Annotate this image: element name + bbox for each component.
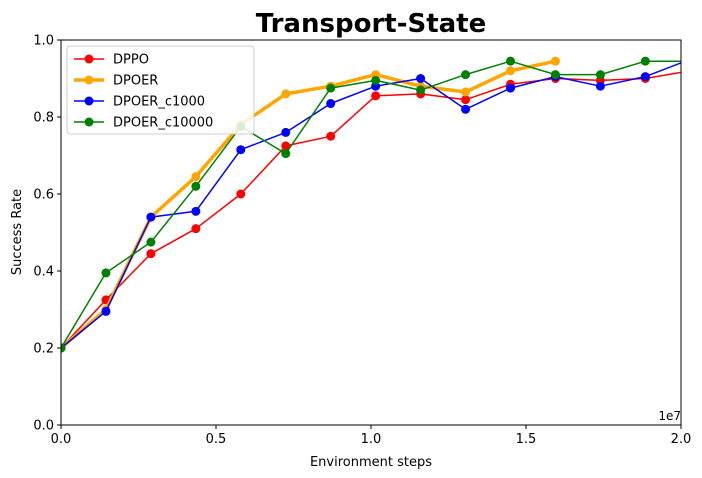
data-point <box>686 66 695 75</box>
legend: DPPO DPOER DPOER_c1000 DPOER_c10000 <box>66 45 255 135</box>
data-point <box>550 56 560 66</box>
data-point <box>595 81 605 91</box>
axes: 0.0 0.5 1.0 1.5 2.0 0.0 0.2 0.4 0.6 0.8 1.0 <box>33 34 691 448</box>
legend-label: DPOER_c10000 <box>113 116 213 131</box>
y-tick-label: 1.0 <box>33 34 54 49</box>
y-tick-label: 0.0 <box>33 419 54 434</box>
data-point <box>191 172 201 182</box>
data-point <box>281 149 291 159</box>
legend-box <box>66 45 255 135</box>
y-axis-label: Success Rate <box>10 189 25 275</box>
data-point <box>191 181 201 191</box>
data-point <box>281 141 291 151</box>
y-tick-label: 0.8 <box>33 111 54 126</box>
data-point <box>461 95 471 105</box>
legend-marker <box>84 96 94 106</box>
data-point <box>640 72 650 82</box>
data-point <box>146 212 156 222</box>
x-tick-label: 2.0 <box>671 432 692 447</box>
plot-frame <box>60 39 682 426</box>
data-point <box>416 85 426 95</box>
series-layer <box>61 55 695 353</box>
legend-marker <box>84 117 94 127</box>
legend-label: DPOER_c1000 <box>113 95 205 110</box>
data-point <box>191 224 201 234</box>
x-tick-label: 1.0 <box>361 432 382 447</box>
data-point <box>326 83 336 93</box>
data-point <box>686 57 695 66</box>
legend-item: DPOER_c10000 <box>74 116 213 131</box>
x-offset-label: 1e7 <box>658 409 681 423</box>
legend-item: DPOER_c1000 <box>74 95 205 110</box>
legend-label: DPOER <box>113 74 158 89</box>
data-point <box>61 343 66 353</box>
data-point <box>191 206 201 216</box>
data-point <box>326 131 336 141</box>
data-point <box>281 89 291 99</box>
data-point <box>506 56 515 66</box>
data-point <box>371 75 381 85</box>
data-point <box>101 268 111 278</box>
x-tick-label: 0.5 <box>206 432 227 447</box>
data-point <box>236 145 246 155</box>
y-tick-label: 0.4 <box>33 265 54 280</box>
series-dpoer-c10000 <box>61 56 695 353</box>
data-point <box>101 306 111 316</box>
x-axis-label: Environment steps <box>310 455 432 470</box>
x-tick-label: 1.5 <box>516 432 537 447</box>
y-tick-label: 0.6 <box>33 188 54 203</box>
legend-item: DPPO <box>74 53 149 68</box>
legend-label: DPPO <box>113 53 149 68</box>
legend-marker <box>84 75 94 85</box>
data-point <box>326 99 336 109</box>
series-dppo <box>61 66 695 353</box>
data-point <box>146 249 156 259</box>
data-point <box>461 87 471 97</box>
data-point <box>550 70 560 80</box>
data-point <box>236 189 246 199</box>
legend-marker <box>84 54 94 64</box>
data-point <box>461 70 471 80</box>
data-point <box>416 74 426 83</box>
chart-title: Transport-State <box>256 9 487 39</box>
data-point <box>506 83 515 93</box>
data-point <box>461 104 471 114</box>
data-point <box>146 237 156 247</box>
data-point <box>595 70 605 80</box>
data-point <box>686 55 695 64</box>
x-tick-label: 0.0 <box>51 432 72 447</box>
legend-item: DPOER <box>74 74 158 89</box>
data-point <box>506 66 515 76</box>
data-point <box>281 127 291 137</box>
data-point <box>371 91 381 101</box>
y-tick-label: 0.2 <box>33 342 54 357</box>
data-point <box>640 56 650 66</box>
